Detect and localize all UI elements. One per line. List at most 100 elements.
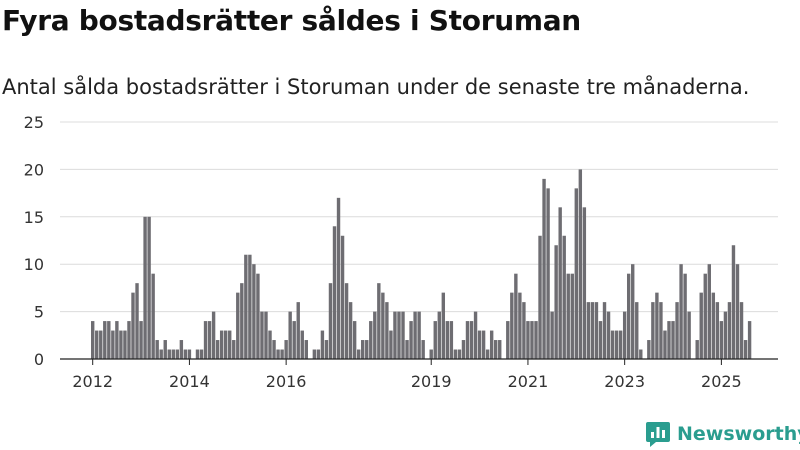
- bar: [389, 330, 393, 359]
- bar: [647, 340, 651, 359]
- x-tick-label: 2014: [169, 372, 210, 391]
- bar: [385, 302, 389, 359]
- bar: [203, 321, 208, 359]
- bar: [699, 292, 703, 359]
- bar: [340, 235, 345, 359]
- bar: [147, 216, 151, 359]
- bar: [663, 330, 667, 359]
- bar: [280, 349, 284, 359]
- bar: [95, 330, 99, 359]
- bar: [219, 330, 224, 359]
- bar: [429, 349, 433, 359]
- bar: [441, 292, 446, 359]
- bar: [707, 264, 711, 359]
- bar: [236, 292, 240, 359]
- bar: [546, 188, 550, 359]
- bar: [703, 273, 707, 359]
- bar: [558, 207, 562, 359]
- bar: [365, 340, 369, 359]
- bar: [639, 349, 643, 359]
- bar: [183, 349, 188, 359]
- bar: [207, 321, 212, 359]
- y-tick-label: 5: [34, 303, 44, 322]
- bar: [187, 349, 192, 359]
- x-tick-label: 2025: [701, 372, 742, 391]
- bar: [602, 302, 607, 359]
- bar: [747, 321, 752, 359]
- bar: [469, 321, 474, 359]
- bar: [103, 321, 107, 359]
- bar: [276, 349, 280, 359]
- bar: [626, 273, 631, 359]
- bar: [272, 340, 276, 359]
- bar: [393, 311, 397, 359]
- bar: [397, 311, 401, 359]
- bar: [687, 311, 691, 359]
- bar: [594, 302, 599, 359]
- bar: [542, 178, 546, 359]
- bar: [631, 264, 635, 359]
- bar: [215, 340, 220, 359]
- y-tick-label: 20: [24, 160, 44, 179]
- bar: [506, 321, 510, 359]
- bar: [437, 311, 441, 359]
- bar: [223, 330, 228, 359]
- bar: [228, 330, 232, 359]
- bar: [131, 292, 135, 359]
- bar: [574, 188, 578, 359]
- bar: [659, 302, 663, 359]
- bar: [256, 273, 260, 359]
- x-tick-label: 2023: [604, 372, 645, 391]
- bar: [610, 330, 615, 359]
- bar: [614, 330, 619, 359]
- bar: [356, 349, 361, 359]
- bar: [727, 302, 732, 359]
- bar: [618, 330, 623, 359]
- bar: [715, 302, 720, 359]
- bar: [151, 273, 155, 359]
- bar: [554, 245, 558, 359]
- bar: [421, 340, 425, 359]
- bar: [139, 321, 143, 359]
- bar: [461, 340, 466, 359]
- bar: [175, 349, 180, 359]
- bar: [381, 292, 385, 359]
- bar: [155, 340, 159, 359]
- chart-subtitle: Antal sålda bostadsrätter i Storuman und…: [2, 75, 750, 99]
- bar: [413, 311, 417, 359]
- bar: [481, 330, 486, 359]
- bar: [179, 340, 184, 359]
- bar: [534, 321, 538, 359]
- bar: [586, 302, 591, 359]
- bar: [284, 340, 288, 359]
- bar: [135, 283, 139, 359]
- bar: [473, 311, 478, 359]
- bar: [562, 235, 566, 359]
- brand-name: Newsworthy: [677, 423, 800, 445]
- bar: [679, 264, 683, 359]
- bar: [675, 302, 679, 359]
- bar: [252, 264, 256, 359]
- bar: [369, 321, 373, 359]
- bar: [494, 340, 498, 359]
- bar: [111, 330, 115, 359]
- bar: [433, 321, 437, 359]
- x-tick-label: 2012: [72, 372, 113, 391]
- bar: [288, 311, 292, 359]
- bar: [522, 302, 526, 359]
- bar: [324, 340, 329, 359]
- bar: [655, 292, 659, 359]
- bar: [264, 311, 268, 359]
- bar: [485, 349, 490, 359]
- bar: [143, 216, 147, 359]
- bar: [123, 330, 127, 359]
- bar: [107, 321, 111, 359]
- bar: [498, 340, 502, 359]
- bar: [167, 349, 171, 359]
- bar: [510, 292, 514, 359]
- bar: [739, 302, 744, 359]
- bar: [336, 197, 341, 359]
- bar: [477, 330, 482, 359]
- bar: [195, 349, 200, 359]
